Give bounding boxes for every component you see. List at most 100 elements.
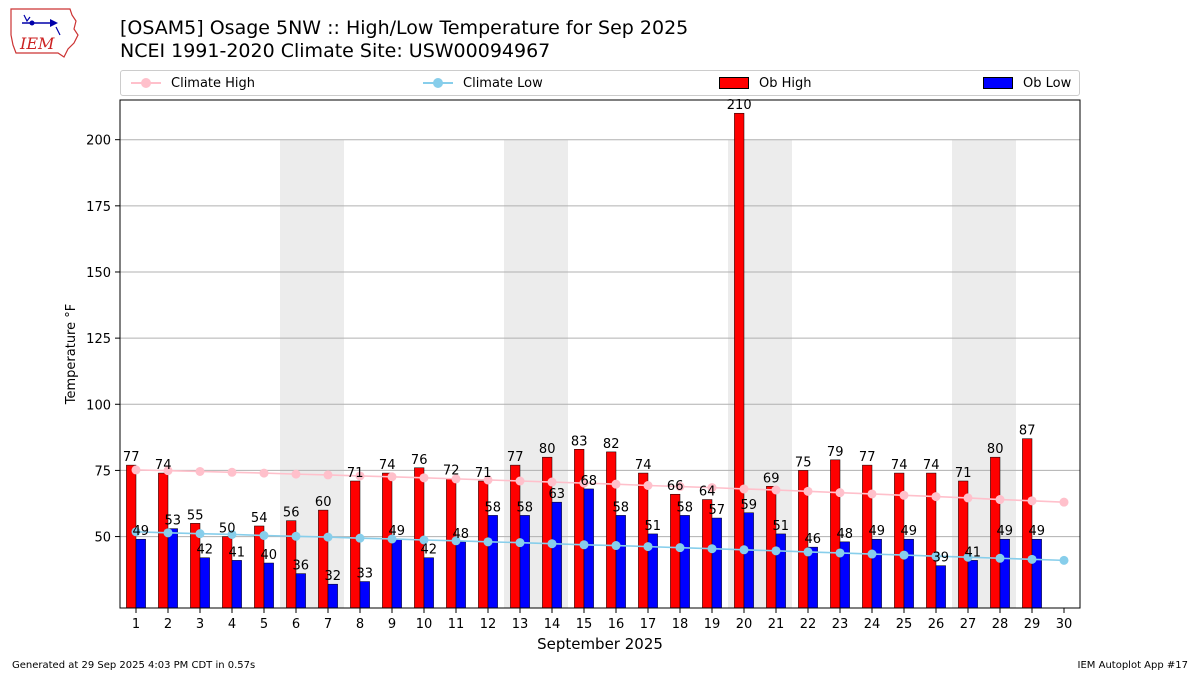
x-tick-label: 4: [228, 617, 236, 632]
x-tick-label: 2: [164, 617, 172, 632]
climate-high-point: [899, 490, 909, 500]
climate-high-point: [131, 465, 141, 475]
ob-high-value-label: 83: [571, 434, 588, 449]
ob-low-value-label: 32: [325, 569, 342, 584]
svg-text:IEM: IEM: [19, 34, 55, 53]
climate-high-point: [995, 495, 1005, 505]
ob-low-bar: [487, 515, 498, 609]
ob-low-value-label: 39: [933, 551, 950, 566]
climate-low-point: [1059, 555, 1069, 565]
climate-low-point: [227, 529, 237, 539]
ob-low-bar: [871, 538, 882, 609]
ob-high-value-label: 72: [443, 463, 460, 478]
ob-low-bar: [391, 538, 402, 609]
climate-low-point: [771, 546, 781, 556]
x-tick-label: 14: [544, 617, 561, 632]
ob-low-bar: [711, 517, 722, 609]
climate-high-point: [771, 485, 781, 495]
legend-label-climate-high: Climate High: [171, 75, 256, 91]
climate-low-point: [419, 535, 429, 545]
climate-high-point: [835, 488, 845, 498]
climate-high-point: [451, 474, 461, 484]
climate-low-point: [931, 551, 941, 561]
ob-low-value-label: 46: [805, 532, 822, 547]
ob-high-value-label: 66: [667, 479, 684, 494]
climate-high-point: [195, 466, 205, 476]
y-tick-label: 125: [86, 332, 111, 347]
ob-high-bar: [510, 464, 521, 609]
ob-low-value-label: 63: [549, 487, 566, 502]
ob-low-value-label: 36: [293, 559, 310, 574]
ob-low-value-label: 57: [709, 503, 726, 518]
x-tick-label: 22: [800, 617, 817, 632]
ob-high-value-label: 74: [155, 458, 172, 473]
ob-low-value-label: 42: [421, 543, 438, 558]
ob-low-bar: [679, 515, 690, 609]
ob-low-value-label: 53: [165, 514, 182, 529]
ob-high-bar: [638, 472, 649, 609]
ob-high-value-label: 69: [763, 471, 780, 486]
climate-high-point: [419, 473, 429, 483]
climate-high-point: [483, 475, 493, 485]
climate-high-point: [963, 493, 973, 503]
climate-low-point: [451, 536, 461, 546]
y-tick-label: 175: [86, 200, 111, 215]
climate-low-point: [867, 549, 877, 559]
y-axis-label: Temperature °F: [64, 304, 79, 405]
ob-low-value-label: 49: [869, 524, 886, 539]
x-tick-label: 27: [960, 617, 977, 632]
climate-low-point: [803, 547, 813, 557]
climate-low-point: [195, 529, 205, 539]
ob-low-bar: [327, 583, 338, 609]
ob-high-value-label: 82: [603, 437, 620, 452]
ob-low-bar: [167, 528, 178, 609]
ob-low-value-label: 49: [997, 524, 1014, 539]
ob-high-value-label: 56: [283, 506, 300, 521]
ob-low-value-label: 58: [613, 500, 630, 515]
legend-item-climate-low: Climate Low: [423, 74, 543, 92]
ob-low-value-label: 68: [581, 474, 598, 489]
ob-low-bar: [231, 560, 242, 609]
ob-low-value-label: 49: [389, 524, 406, 539]
ob-high-bar: [350, 480, 361, 609]
ob-low-bar: [263, 562, 274, 609]
climate-high-point: [227, 467, 237, 477]
climate-low-point: [643, 542, 653, 552]
ob-high-bar: [606, 451, 617, 609]
climate-low-point: [611, 541, 621, 551]
ob-low-bar: [935, 565, 946, 609]
climate-low-point: [547, 539, 557, 549]
ob-high-bar: [734, 112, 745, 609]
legend-item-climate-high: Climate High: [131, 74, 255, 92]
climate-low-point: [483, 537, 493, 547]
chart-subtitle: NCEI 1991-2020 Climate Site: USW00094967: [120, 40, 551, 62]
climate-low-point: [291, 531, 301, 541]
x-tick-label: 6: [292, 617, 300, 632]
x-tick-label: 20: [736, 617, 753, 632]
plot-frame: [119, 99, 1081, 609]
ob-low-bar: [199, 557, 210, 609]
ob-low-bar: [967, 560, 978, 609]
x-tick-label: 13: [512, 617, 529, 632]
ob-low-bar: [999, 538, 1010, 609]
x-tick-label: 17: [640, 617, 657, 632]
x-tick-label: 11: [448, 617, 465, 632]
climate-low-point: [1027, 554, 1037, 564]
ob-low-bar: [1031, 538, 1042, 609]
climate-high-point: [867, 489, 877, 499]
ob-high-value-label: 77: [507, 450, 524, 465]
climate-high-point: [291, 469, 301, 479]
climate-high-point: [643, 480, 653, 490]
climate-high-point: [355, 471, 365, 481]
x-tick-label: 18: [672, 617, 689, 632]
climate-low-point: [675, 543, 685, 553]
ob-low-bar: [903, 538, 914, 609]
footer-app-text: IEM Autoplot App #17: [1077, 660, 1188, 671]
climate-high-point: [1027, 496, 1037, 506]
climate-high-point: [1059, 497, 1069, 507]
x-tick-label: 3: [196, 617, 204, 632]
x-tick-label: 19: [704, 617, 721, 632]
climate-high-point: [803, 486, 813, 496]
ob-high-value-label: 87: [1019, 424, 1036, 439]
